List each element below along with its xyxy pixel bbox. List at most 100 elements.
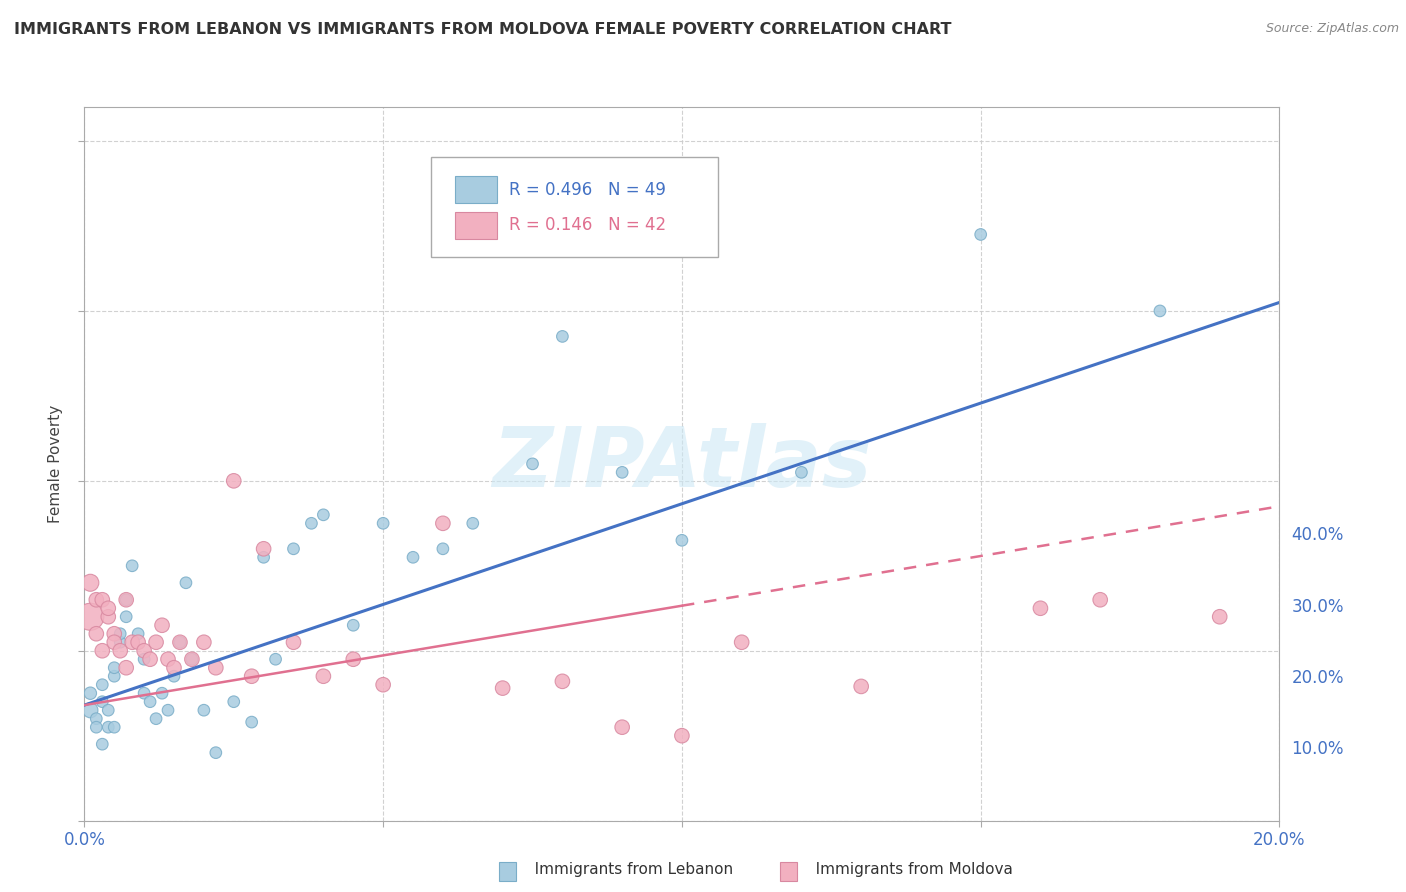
Point	[97, 703, 120, 717]
Text: R = 0.146   N = 42: R = 0.146 N = 42	[509, 217, 666, 235]
Point	[145, 712, 167, 726]
Point	[240, 669, 263, 683]
Point	[312, 508, 335, 522]
Text: 40.0%: 40.0%	[1291, 526, 1344, 544]
Point	[97, 601, 120, 615]
Point	[150, 618, 173, 632]
Point	[79, 575, 101, 590]
Point	[240, 715, 263, 730]
Point	[283, 541, 305, 556]
Point	[103, 669, 125, 683]
Point	[127, 626, 149, 640]
Point	[163, 661, 186, 675]
FancyBboxPatch shape	[430, 157, 718, 257]
Point	[79, 609, 101, 624]
Point	[610, 466, 633, 480]
Point	[264, 652, 287, 666]
Point	[174, 575, 197, 590]
Point	[551, 674, 574, 689]
Point	[1029, 601, 1052, 615]
Point	[970, 227, 993, 242]
Point	[150, 686, 173, 700]
Text: Immigrants from Moldova: Immigrants from Moldova	[801, 863, 1014, 877]
Point	[1088, 592, 1111, 607]
Y-axis label: Female Poverty: Female Poverty	[48, 405, 63, 523]
Bar	[456, 212, 496, 239]
Point	[371, 516, 394, 531]
Point	[1149, 304, 1171, 318]
Point	[86, 592, 108, 607]
Point	[253, 541, 276, 556]
Point	[342, 618, 364, 632]
Point	[402, 550, 425, 565]
Point	[193, 703, 215, 717]
Point	[222, 474, 245, 488]
Point	[91, 678, 114, 692]
Point	[103, 661, 125, 675]
Point	[115, 609, 138, 624]
Point	[121, 635, 143, 649]
Text: Immigrants from Lebanon: Immigrants from Lebanon	[520, 863, 734, 877]
Point	[222, 695, 245, 709]
Point	[180, 652, 202, 666]
Point	[849, 680, 872, 694]
Text: IMMIGRANTS FROM LEBANON VS IMMIGRANTS FROM MOLDOVA FEMALE POVERTY CORRELATION CH: IMMIGRANTS FROM LEBANON VS IMMIGRANTS FR…	[14, 22, 952, 37]
Point	[432, 541, 454, 556]
Point	[193, 635, 215, 649]
Point	[432, 516, 454, 531]
Point	[163, 669, 186, 683]
Point	[91, 644, 114, 658]
Point	[79, 686, 101, 700]
Point	[205, 661, 228, 675]
Point	[110, 644, 132, 658]
Point	[110, 626, 132, 640]
Text: Source: ZipAtlas.com: Source: ZipAtlas.com	[1265, 22, 1399, 36]
Point	[790, 466, 813, 480]
Point	[132, 686, 156, 700]
Point	[127, 635, 149, 649]
Point	[492, 681, 515, 695]
Point	[91, 592, 114, 607]
Text: ZIPAtlas: ZIPAtlas	[492, 424, 872, 504]
Point	[79, 703, 101, 717]
Point	[86, 720, 108, 734]
Point	[139, 695, 162, 709]
Point	[132, 644, 156, 658]
Text: R = 0.496   N = 49: R = 0.496 N = 49	[509, 181, 665, 199]
Point	[169, 635, 191, 649]
Text: 20.0%: 20.0%	[1291, 669, 1344, 687]
Point	[157, 703, 180, 717]
Point	[169, 635, 191, 649]
Point	[312, 669, 335, 683]
Point	[671, 729, 693, 743]
Point	[139, 652, 162, 666]
Point	[115, 592, 138, 607]
Point	[1208, 609, 1232, 624]
Point	[610, 720, 633, 734]
Point	[115, 661, 138, 675]
Text: 30.0%: 30.0%	[1291, 598, 1344, 615]
Point	[91, 695, 114, 709]
Point	[97, 720, 120, 734]
Point	[180, 652, 202, 666]
Point	[342, 652, 364, 666]
Point	[110, 635, 132, 649]
Point	[522, 457, 544, 471]
Point	[371, 678, 394, 692]
Point	[97, 609, 120, 624]
Point	[103, 720, 125, 734]
Point	[253, 550, 276, 565]
Point	[301, 516, 323, 531]
Point	[132, 652, 156, 666]
Point	[551, 329, 574, 343]
Point	[461, 516, 484, 531]
Point	[86, 712, 108, 726]
Bar	[456, 177, 496, 203]
Point	[283, 635, 305, 649]
Point	[121, 558, 143, 573]
Point	[731, 635, 754, 649]
Point	[103, 635, 125, 649]
Point	[115, 592, 138, 607]
Point	[671, 533, 693, 548]
Point	[205, 746, 228, 760]
